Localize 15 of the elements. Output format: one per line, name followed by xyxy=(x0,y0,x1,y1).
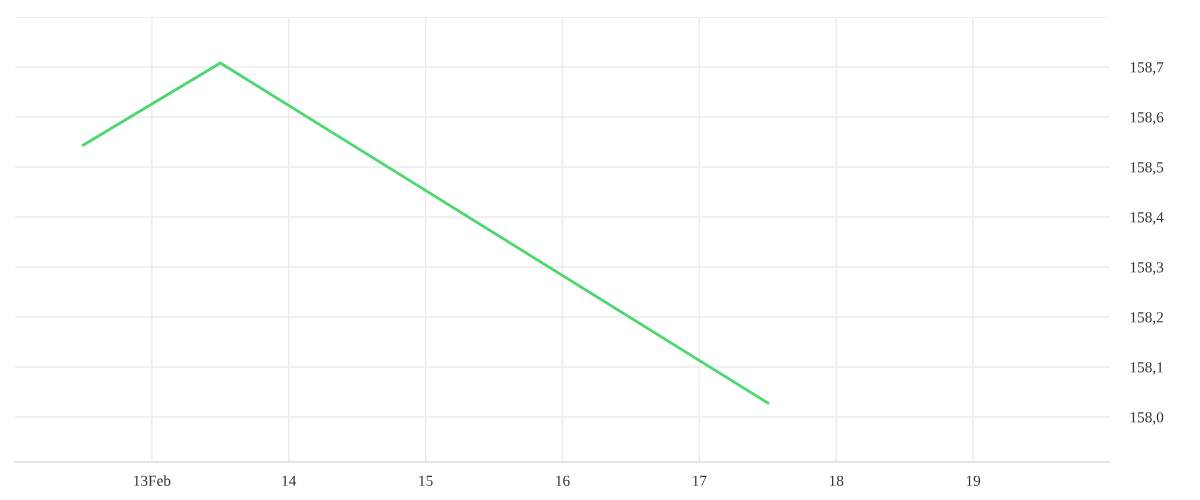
y-tick-label: 158,0 xyxy=(1130,412,1164,425)
y-tick-label: 158,7 xyxy=(1130,62,1164,75)
x-tick-label: 15 xyxy=(419,475,433,486)
x-tick-label: 16 xyxy=(556,475,570,486)
x-tick-label: 18 xyxy=(829,475,844,486)
y-tick-label: 158,5 xyxy=(1130,162,1164,175)
y-tick-label: 158,2 xyxy=(1130,312,1163,325)
y-tick-label: 158,1 xyxy=(1130,362,1163,375)
x-tick-label: 17 xyxy=(693,475,707,486)
x-tick-label: 13Feb xyxy=(134,475,171,486)
y-tick-label: 158,4 xyxy=(1130,212,1164,225)
x-tick-label: 14 xyxy=(282,475,297,486)
y-tick-label: 158,6 xyxy=(1130,112,1164,125)
y-tick-label: 158,3 xyxy=(1130,262,1164,275)
x-tick-label: 19 xyxy=(966,475,981,486)
